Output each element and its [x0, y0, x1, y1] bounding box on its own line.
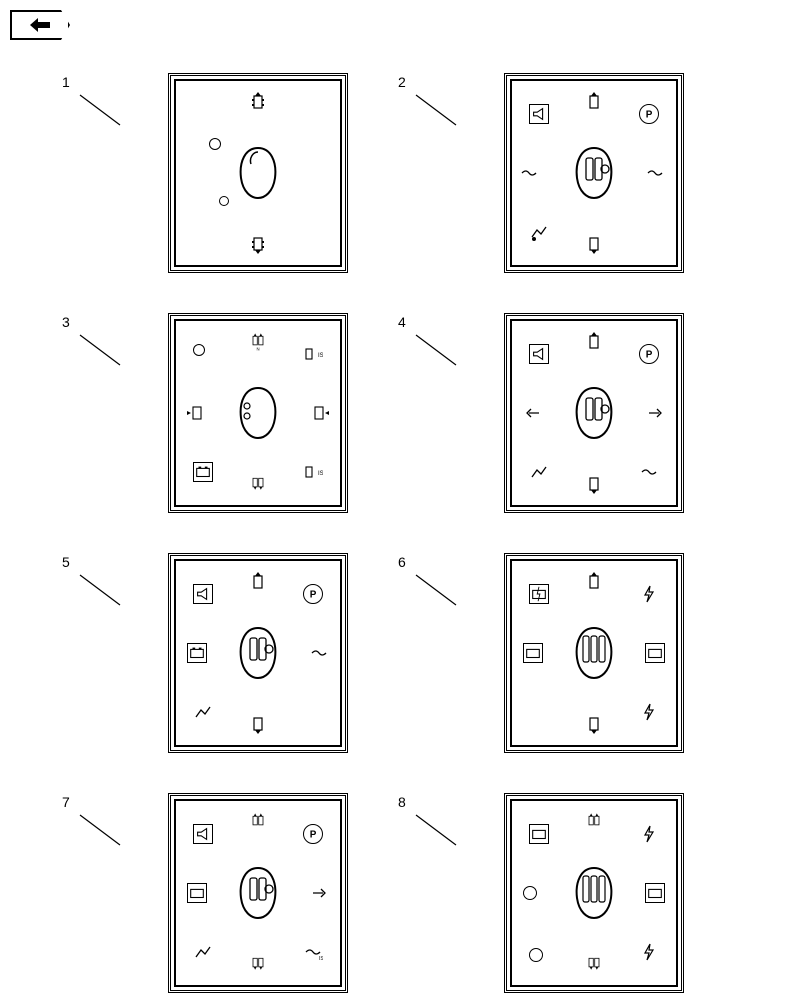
- panel-frame: P ISO: [168, 793, 348, 993]
- float-left-icon: [519, 163, 539, 183]
- parking-brake-icon: P: [303, 824, 323, 844]
- aux-left-icon: [523, 403, 543, 423]
- battery-icon: [529, 824, 549, 844]
- float-icon: ISO: [303, 942, 323, 962]
- battery-icon: [187, 643, 207, 663]
- joystick-icon: [233, 144, 283, 202]
- float-icon: [639, 462, 659, 482]
- joystick-icon: [233, 864, 283, 922]
- float-icon: [309, 643, 329, 663]
- battery-icon: [529, 584, 549, 604]
- panel-6: 6: [456, 540, 732, 765]
- joystick-icon: [569, 624, 619, 682]
- battery-icon: [645, 643, 665, 663]
- joystick-icon: [569, 144, 619, 202]
- two-speed-icon: [529, 462, 549, 482]
- panel-label: 4: [398, 314, 406, 330]
- two-speed-icon: [193, 702, 213, 722]
- panel-frame: [168, 73, 348, 273]
- button-icon: [219, 196, 229, 206]
- two-speed-icon: [193, 942, 213, 962]
- machine-forward-icon: N: [248, 332, 268, 352]
- horn-icon: [529, 104, 549, 124]
- parking-brake-icon: P: [303, 584, 323, 604]
- panel-4: 4 P: [456, 300, 732, 525]
- machine-forward-icon: [248, 572, 268, 592]
- horn-icon: [193, 824, 213, 844]
- machine-reverse-icon: [248, 714, 268, 734]
- turn-right-icon: [309, 403, 329, 423]
- aux-icon: ISO: [303, 344, 323, 364]
- button-icon: [523, 886, 537, 900]
- turn-left-icon: [187, 403, 207, 423]
- joystick-icon: [569, 864, 619, 922]
- button-icon: [209, 138, 221, 150]
- header-return-icon: [10, 10, 70, 40]
- machine-forward-icon: [584, 812, 604, 832]
- panel-label: 2: [398, 74, 406, 90]
- panel-label: 6: [398, 554, 406, 570]
- machine-reverse-icon: [248, 954, 268, 974]
- machine-reverse-icon: [584, 234, 604, 254]
- panel-frame: P: [504, 73, 684, 273]
- panel-label: 7: [62, 794, 70, 810]
- button-icon: [529, 948, 543, 962]
- machine-forward-icon: [584, 332, 604, 352]
- panel-7: 7 P ISO: [120, 780, 396, 1005]
- lightning-icon: [639, 824, 659, 844]
- panel-label: 1: [62, 74, 70, 90]
- horn-icon: [193, 584, 213, 604]
- panel-frame: P: [168, 553, 348, 753]
- joystick-icon: [233, 384, 283, 442]
- battery-icon: [193, 462, 213, 482]
- joystick-icon: [569, 384, 619, 442]
- panel-5: 5 P: [120, 540, 396, 765]
- machine-forward-icon: [248, 92, 268, 112]
- panel-8: 8: [456, 780, 732, 1005]
- machine-forward-icon: [248, 812, 268, 832]
- battery-icon: [645, 883, 665, 903]
- lightning-icon: [639, 942, 659, 962]
- machine-reverse-icon: [248, 474, 268, 494]
- panel-frame: N ISO ISO: [168, 313, 348, 513]
- horn-icon: [529, 344, 549, 364]
- float-right-icon: [645, 163, 665, 183]
- joystick-icon: [233, 624, 283, 682]
- lightning-icon: [639, 702, 659, 722]
- aux-right-icon: [309, 883, 329, 903]
- svg-text:ISO: ISO: [319, 956, 323, 962]
- svg-text:P: P: [646, 349, 653, 360]
- machine-forward-icon: [584, 92, 604, 112]
- aux-right-icon: [645, 403, 665, 423]
- machine-forward-icon: [584, 572, 604, 592]
- panel-label: 8: [398, 794, 406, 810]
- aux-icon: ISO: [303, 462, 323, 482]
- panel-frame: P: [504, 313, 684, 513]
- panel-1: 1: [120, 60, 396, 285]
- machine-reverse-icon: [248, 234, 268, 254]
- panel-label: 3: [62, 314, 70, 330]
- panel-frame: [504, 793, 684, 993]
- svg-text:P: P: [646, 109, 653, 120]
- panel-2: 2 P: [456, 60, 732, 285]
- battery-icon: [187, 883, 207, 903]
- button-icon: [193, 344, 205, 356]
- panel-frame: [504, 553, 684, 753]
- machine-reverse-icon: [584, 954, 604, 974]
- machine-reverse-icon: [584, 714, 604, 734]
- lightning-icon: [639, 584, 659, 604]
- machine-reverse-icon: [584, 474, 604, 494]
- svg-text:ISO: ISO: [318, 471, 323, 477]
- parking-brake-icon: P: [639, 104, 659, 124]
- diagram-grid: 1 2: [0, 60, 812, 1005]
- panel-3: 3 N ISO ISO: [120, 300, 396, 525]
- svg-text:P: P: [310, 589, 317, 600]
- panel-label: 5: [62, 554, 70, 570]
- svg-text:P: P: [310, 829, 317, 840]
- two-speed-icon: [529, 222, 549, 242]
- battery-icon: [523, 643, 543, 663]
- svg-text:ISO: ISO: [318, 353, 323, 359]
- svg-text:N: N: [256, 346, 259, 351]
- parking-brake-icon: P: [639, 344, 659, 364]
